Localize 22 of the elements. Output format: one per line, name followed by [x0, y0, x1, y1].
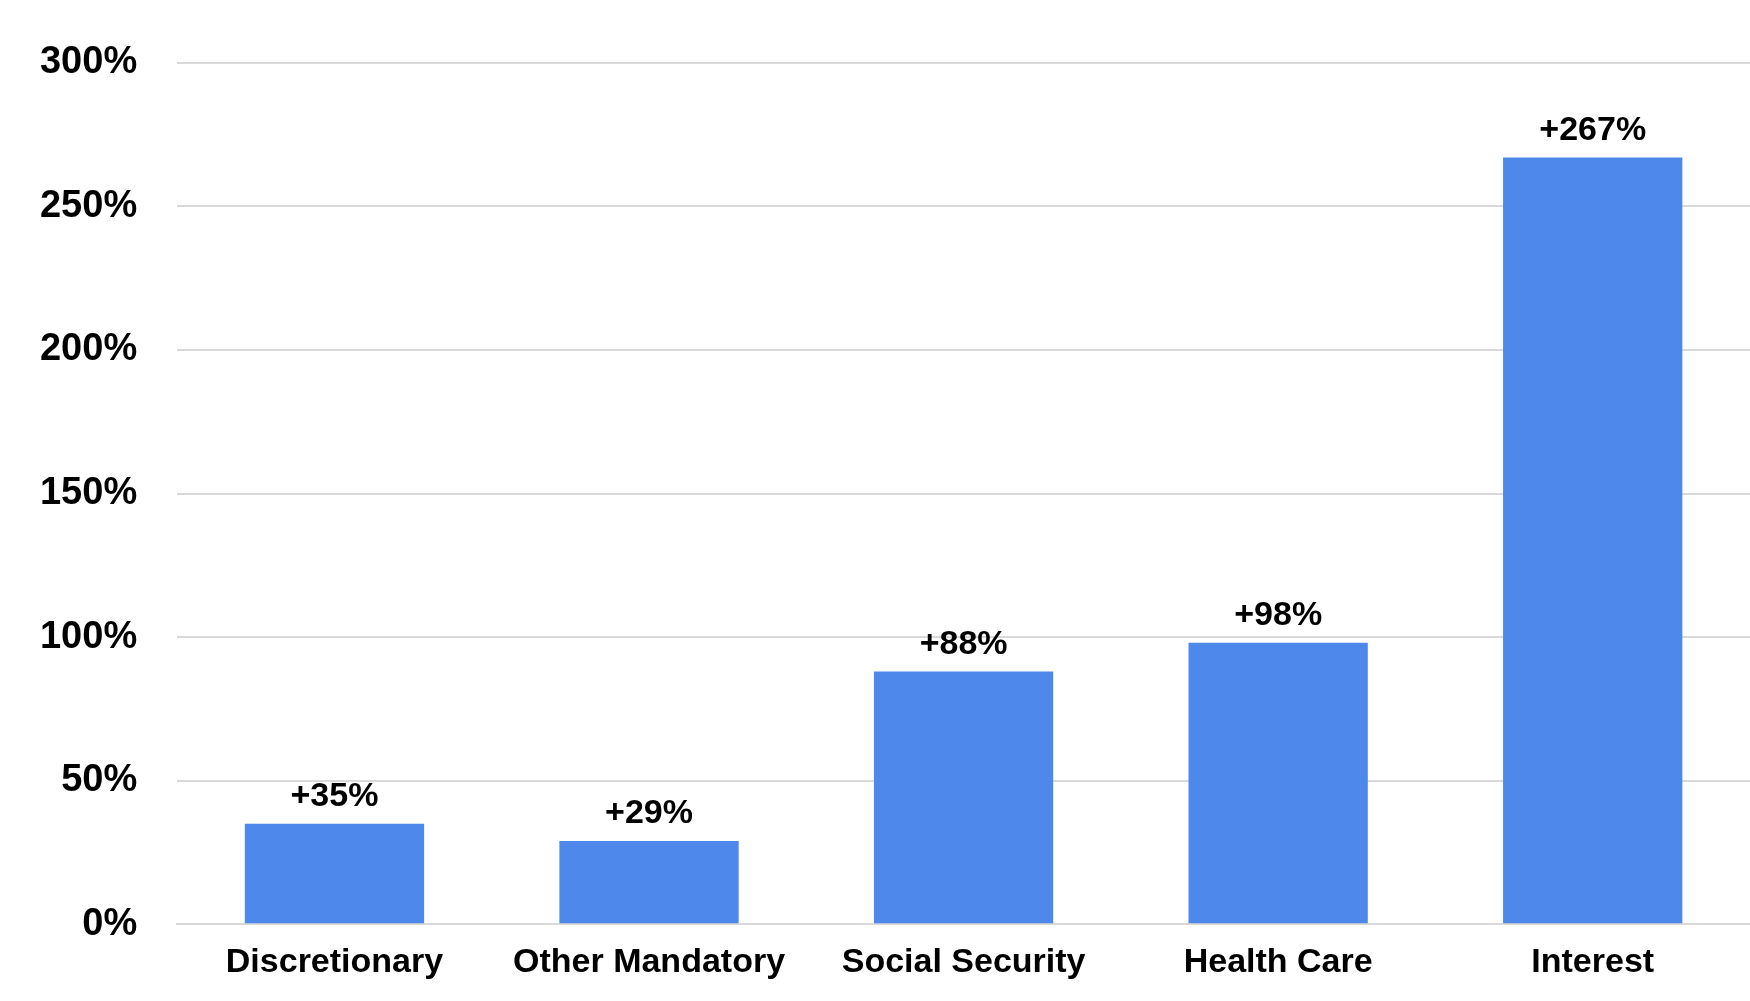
y-tick-label: 300% [39, 39, 138, 82]
y-tick-label: 0% [82, 900, 138, 943]
bar [1188, 642, 1368, 924]
data-label: +29% [605, 792, 693, 831]
y-tick-label: 150% [39, 469, 138, 512]
data-label: +267% [1539, 108, 1647, 147]
y-tick-label: 200% [39, 326, 138, 369]
bar [559, 840, 739, 924]
x-tick-label: Social Security [841, 940, 1086, 979]
x-tick-label: Interest [1531, 940, 1655, 979]
x-tick-label: Health Care [1183, 940, 1373, 979]
x-tick-label: Other Mandatory [513, 940, 786, 979]
y-tick-label: 250% [39, 182, 138, 225]
bar [873, 671, 1054, 924]
data-label: +35% [290, 775, 379, 814]
y-tick-label: 50% [61, 757, 138, 800]
x-tick-label: Discretionary [225, 940, 444, 979]
bar [1503, 157, 1683, 924]
data-label: +88% [919, 622, 1008, 661]
y-tick-label: 100% [39, 613, 138, 656]
bar [244, 823, 425, 924]
data-label: +98% [1234, 594, 1323, 633]
